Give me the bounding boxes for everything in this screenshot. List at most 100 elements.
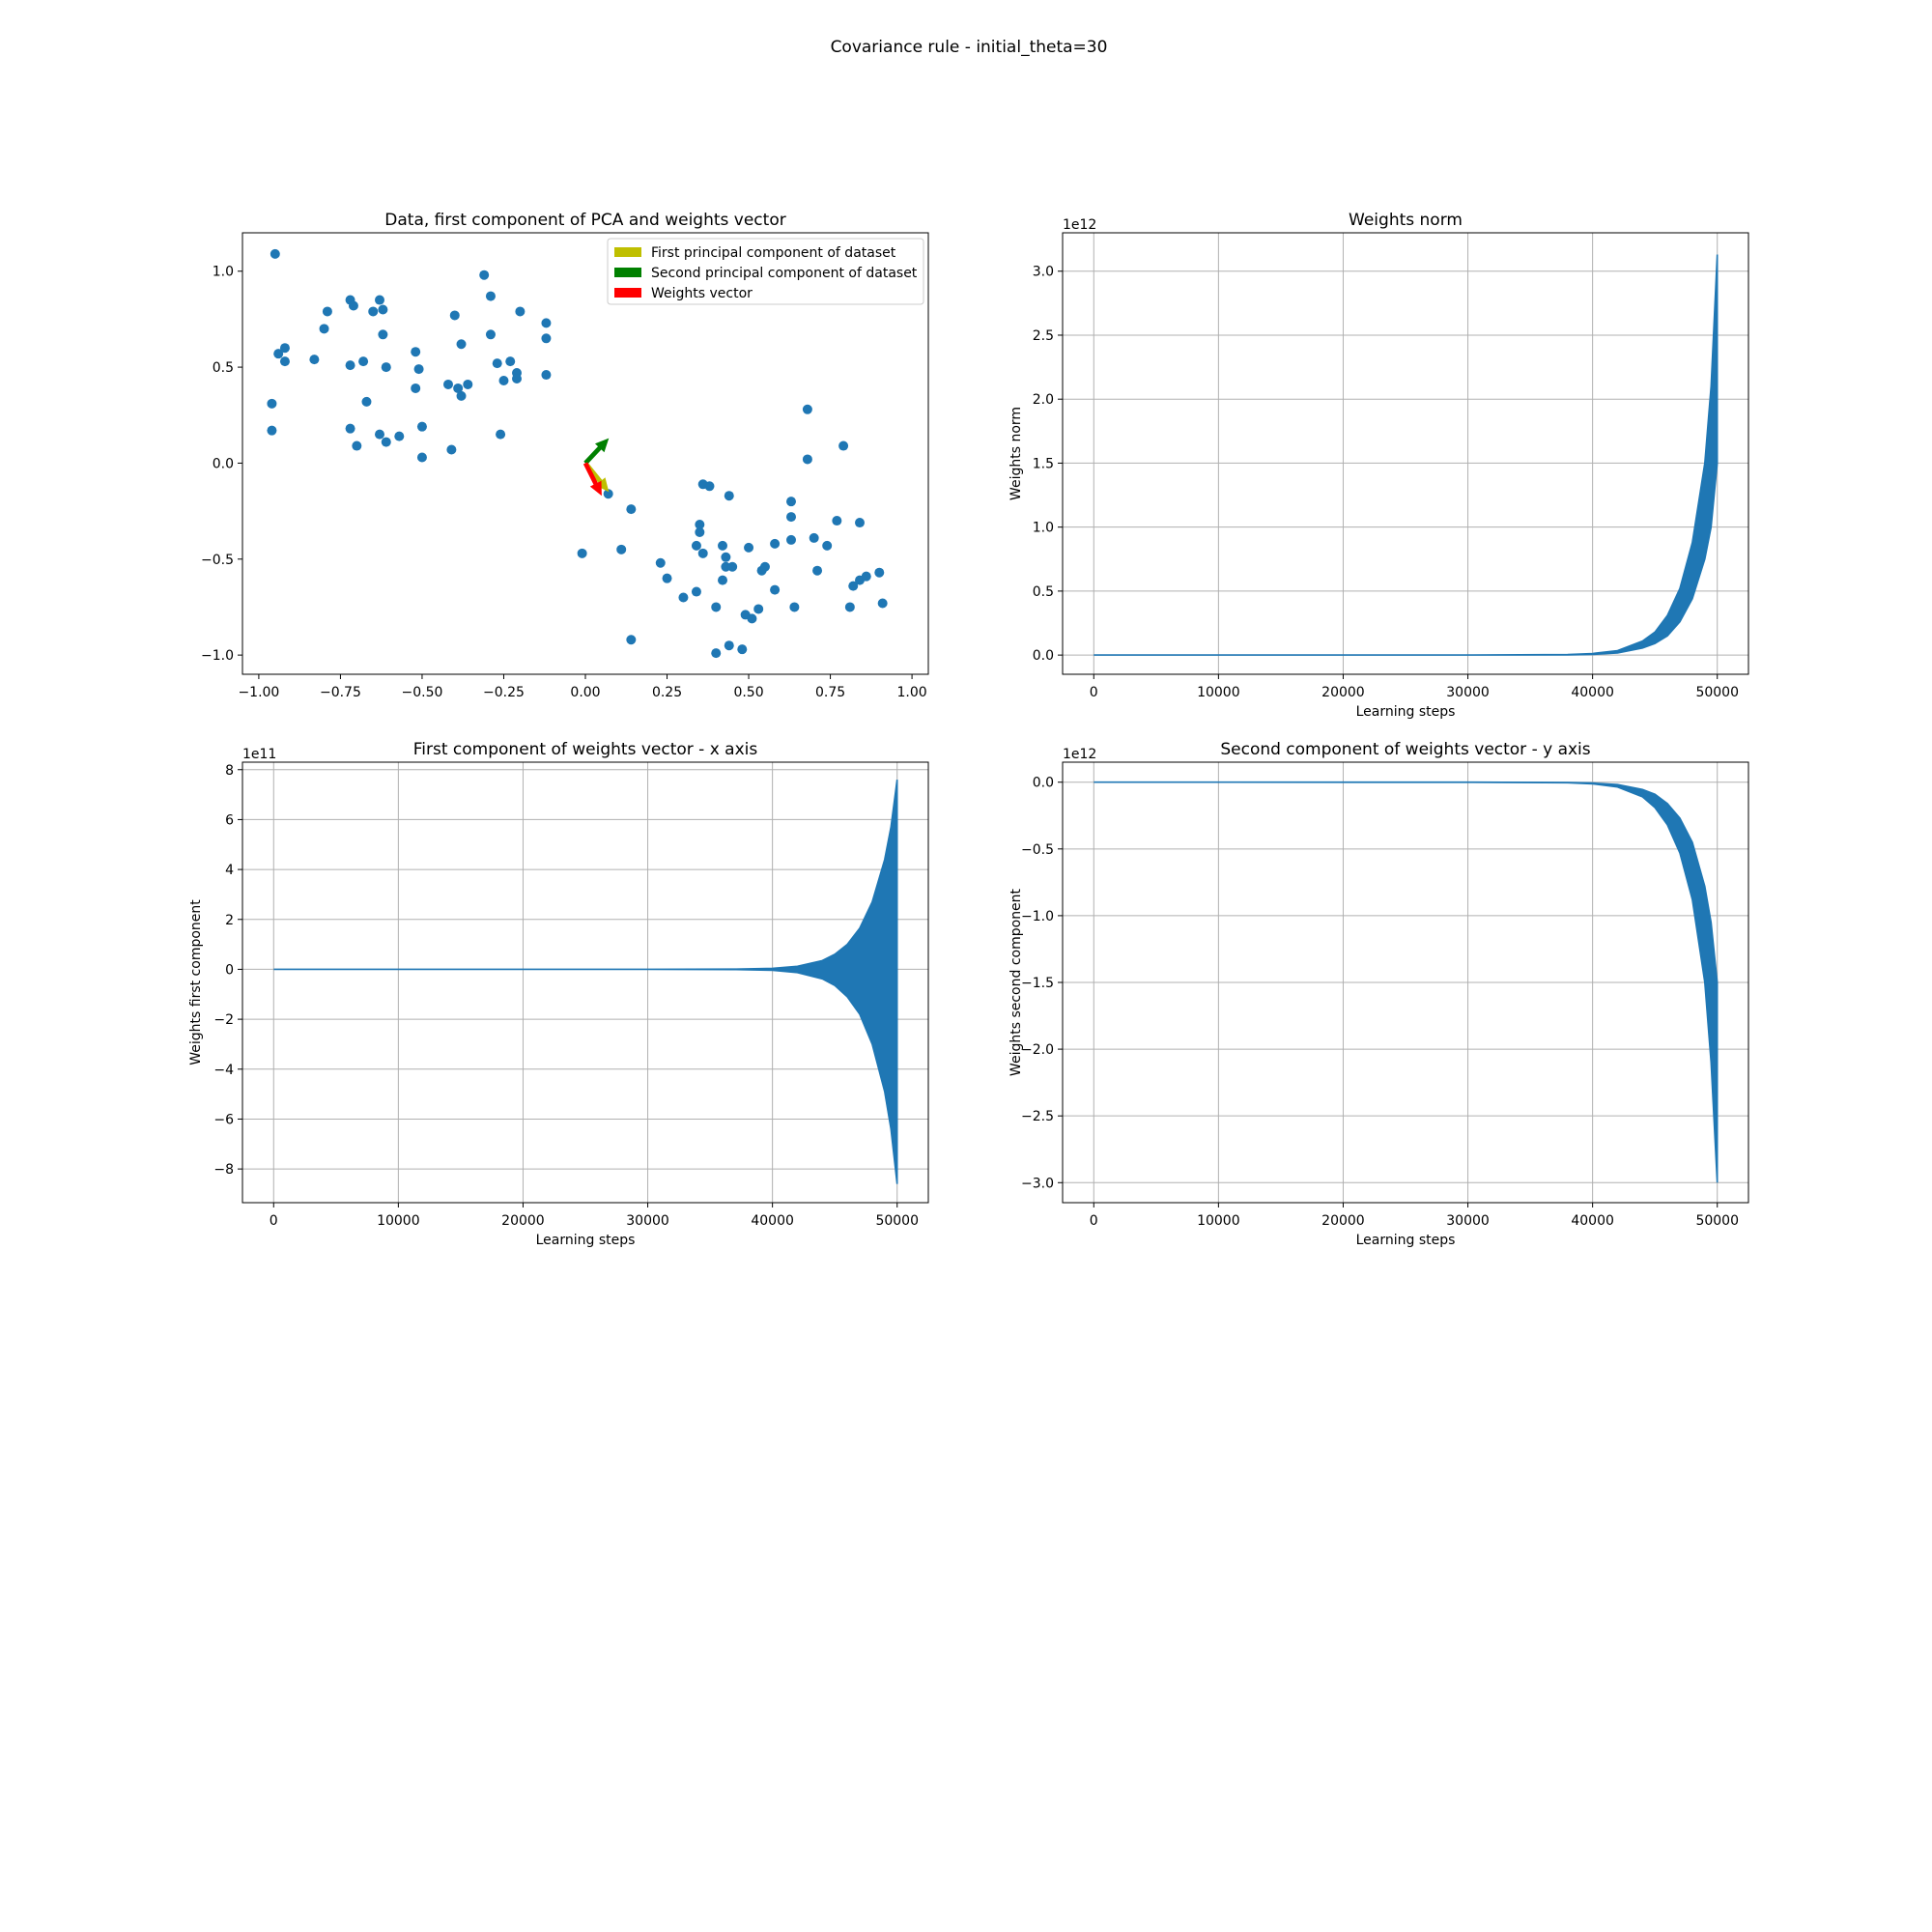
y-tick-label: 1.0 (213, 265, 234, 280)
y-tick-label: 3.0 (1033, 265, 1054, 280)
y-tick-label: 1.5 (1033, 456, 1054, 471)
data-point (718, 575, 727, 585)
x-axis-label: Learning steps (1356, 1233, 1456, 1248)
data-point (375, 429, 384, 440)
x-tick-label: 30000 (1446, 1213, 1490, 1229)
data-point (747, 613, 757, 624)
data-point (711, 648, 722, 659)
x-tick-label: 10000 (1197, 1213, 1240, 1229)
subplot-title: First component of weights vector - x ax… (413, 740, 758, 759)
subplot-title: Data, first component of PCA and weights… (384, 211, 785, 230)
y-axis-label: Weights norm (1009, 407, 1024, 500)
data-point (505, 356, 516, 367)
y-tick-label: 0 (225, 962, 234, 978)
data-point (802, 454, 812, 465)
x-tick-label: −1.00 (238, 685, 279, 700)
data-point (802, 404, 812, 414)
x-tick-label: 0.25 (652, 685, 682, 700)
data-point (485, 329, 496, 340)
axes-frame (1062, 232, 1749, 675)
data-point (721, 552, 731, 562)
y-tick-label: 2 (225, 913, 234, 928)
y-axis-label: Weights first component (188, 899, 204, 1065)
data-point (279, 356, 290, 367)
data-point (411, 347, 421, 357)
x-tick-label: 0.00 (570, 685, 600, 700)
data-point (718, 540, 727, 551)
x-tick-label: 40000 (751, 1213, 794, 1229)
data-point (479, 270, 490, 280)
y-tick-label: −3.0 (1021, 1176, 1054, 1191)
x-axis-label: Learning steps (1356, 704, 1456, 720)
data-point (695, 526, 705, 537)
y-tick-label: 2.5 (1033, 328, 1054, 344)
legend-frame (607, 238, 924, 305)
data-point (267, 425, 277, 436)
data-point (786, 512, 796, 523)
y-offset-label: 1e11 (242, 747, 276, 762)
subplot-title: Second component of weights vector - y a… (1220, 740, 1590, 759)
y-tick-label: −0.5 (201, 553, 234, 568)
data-point (309, 355, 320, 365)
data-point (456, 390, 467, 401)
x-tick-label: 50000 (875, 1213, 919, 1229)
subplot-2: 0 10000 20000 30000 40000 50000 0.0 0.5 1.0 1.5 2.… (1009, 211, 1749, 720)
x-tick-label: 0 (1090, 685, 1098, 700)
data-point (724, 491, 734, 501)
data-point (691, 586, 701, 597)
x-tick-label: 0 (270, 1213, 278, 1229)
data-point (453, 383, 464, 393)
data-point (446, 444, 457, 455)
data-point (345, 360, 355, 371)
y-tick-label: −6 (213, 1112, 234, 1127)
data-point (270, 248, 280, 259)
subplot-4: 0 10000 20000 30000 40000 50000 −3.0 −2.5 −2.0 −1… (1009, 740, 1749, 1248)
legend-entry: First principal component of dataset (651, 245, 896, 261)
data-point (463, 379, 473, 389)
subplot-3: 0 10000 20000 30000 40000 50000 −8 −6 −4 −2 0 2 4 6 8 F… (188, 740, 929, 1248)
arrow-3 (582, 462, 602, 497)
data-point (348, 300, 358, 311)
x-tick-label: 0.50 (733, 685, 763, 700)
legend-swatch (614, 247, 641, 257)
data-point (496, 429, 506, 440)
data-point (267, 398, 277, 409)
data-point (727, 561, 738, 572)
data-point (375, 295, 384, 305)
data-point (378, 304, 388, 315)
x-tick-label: 10000 (377, 1213, 420, 1229)
x-tick-label: 40000 (1571, 1213, 1614, 1229)
y-tick-label: −0.5 (1021, 842, 1054, 858)
data-point (279, 343, 290, 354)
data-point (378, 329, 388, 340)
data-point (381, 362, 391, 373)
data-point (498, 375, 509, 385)
data-point (711, 602, 722, 612)
y-tick-label: 1.0 (1033, 521, 1054, 536)
x-tick-label: 40000 (1571, 685, 1614, 700)
y-tick-label: −1.0 (201, 648, 234, 664)
data-point (770, 584, 781, 595)
x-tick-label: 20000 (1321, 685, 1365, 700)
data-point (603, 489, 613, 499)
data-point (770, 538, 781, 549)
x-tick-label: −0.25 (483, 685, 525, 700)
y-tick-label: 8 (225, 763, 234, 779)
data-point (848, 581, 859, 591)
x-tick-label: −0.50 (401, 685, 442, 700)
data-point (678, 592, 689, 603)
data-point (381, 437, 391, 447)
data-point (541, 370, 552, 381)
y-offset-label: 1e12 (1063, 747, 1096, 762)
data-point (485, 291, 496, 301)
data-point (626, 635, 637, 645)
data-point (812, 565, 823, 576)
data-point (577, 548, 587, 558)
data-point (358, 356, 369, 367)
data-point (874, 567, 885, 578)
data-point (809, 532, 819, 543)
x-tick-label: 20000 (501, 1213, 545, 1229)
y-tick-label: 0.5 (1033, 584, 1054, 600)
y-tick-label: −4 (213, 1063, 234, 1078)
